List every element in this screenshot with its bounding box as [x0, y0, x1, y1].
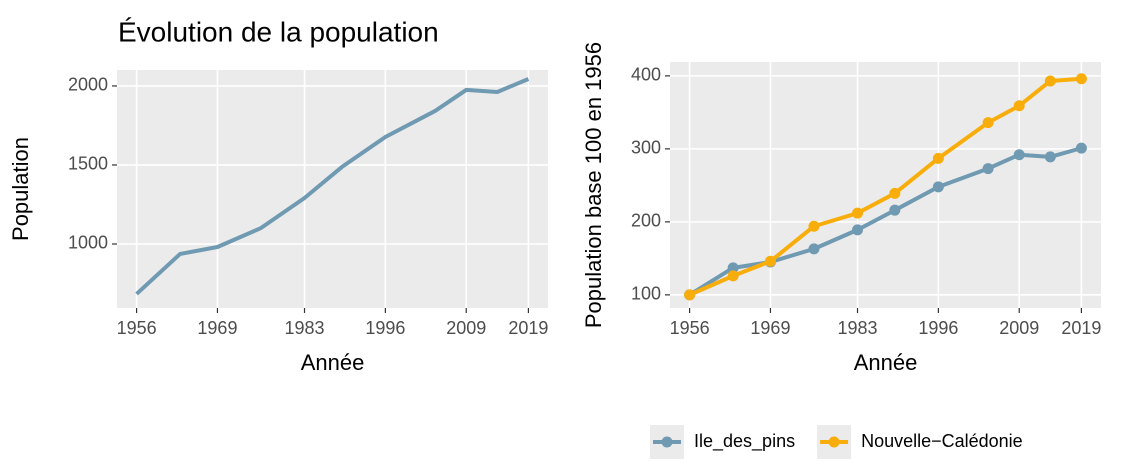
point — [852, 224, 864, 236]
point — [1013, 149, 1025, 161]
point — [1013, 100, 1025, 112]
x-tick-label: 1983 — [837, 318, 877, 338]
point — [808, 220, 820, 232]
y-tick-label: 400 — [631, 65, 661, 85]
point — [852, 207, 864, 219]
x-tick-label: 1969 — [750, 318, 790, 338]
y-tick-label: 1500 — [68, 154, 108, 174]
legend-point — [828, 436, 840, 448]
point — [808, 243, 820, 255]
point — [727, 270, 739, 282]
point — [889, 204, 901, 216]
panel — [117, 70, 548, 308]
x-tick-label: 2019 — [1061, 318, 1101, 338]
y-axis-title: Population base 100 en 1956 — [581, 42, 606, 328]
point — [932, 181, 944, 193]
x-tick-label: 1996 — [918, 318, 958, 338]
point — [982, 163, 994, 175]
x-axis-title: Année — [854, 350, 918, 375]
y-tick-label: 200 — [631, 211, 661, 231]
legend-label: Nouvelle−Calédonie — [861, 431, 1023, 451]
x-tick-label: 1996 — [365, 318, 405, 338]
point — [932, 152, 944, 164]
point — [1075, 73, 1087, 85]
y-tick-label: 300 — [631, 138, 661, 158]
y-tick-label: 2000 — [68, 75, 108, 95]
point — [1075, 142, 1087, 154]
x-tick-label: 2019 — [508, 318, 548, 338]
x-tick-label: 1956 — [117, 318, 157, 338]
x-axis-title: Année — [301, 350, 365, 375]
legend-label: Ile_des_pins — [694, 431, 795, 452]
x-tick-label: 2009 — [446, 318, 486, 338]
legend-point — [661, 436, 673, 448]
line — [135, 77, 530, 296]
x-tick-label: 1983 — [284, 318, 324, 338]
point — [684, 289, 696, 301]
y-axis-title: Population — [8, 137, 33, 241]
point — [889, 187, 901, 199]
y-tick-label: 100 — [631, 284, 661, 304]
y-tick-label: 1000 — [68, 233, 108, 253]
point — [764, 255, 776, 267]
point — [1044, 151, 1056, 163]
x-tick-label: 1969 — [197, 318, 237, 338]
point — [1044, 75, 1056, 87]
x-tick-label: 1956 — [670, 318, 710, 338]
x-tick-label: 2009 — [999, 318, 1039, 338]
point — [727, 262, 739, 274]
point — [982, 117, 994, 129]
chart-title: Évolution de la population — [118, 16, 439, 47]
